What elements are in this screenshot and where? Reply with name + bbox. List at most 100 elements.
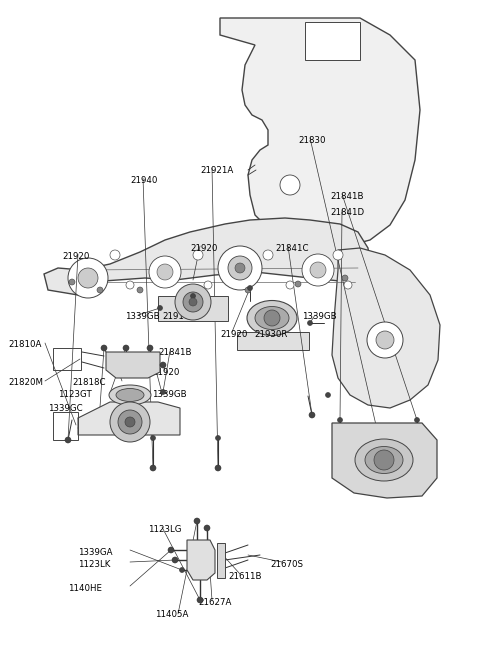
Text: 21920: 21920 xyxy=(220,330,247,339)
Circle shape xyxy=(193,250,203,260)
Text: 21820M: 21820M xyxy=(8,378,43,387)
Circle shape xyxy=(157,306,163,310)
Text: 21627A: 21627A xyxy=(198,598,231,607)
Circle shape xyxy=(235,263,245,273)
Ellipse shape xyxy=(355,439,413,481)
Text: 21920: 21920 xyxy=(152,368,180,377)
Circle shape xyxy=(376,331,394,349)
Text: 21841B: 21841B xyxy=(158,348,192,357)
Text: 21940: 21940 xyxy=(130,176,157,185)
Text: 21818C: 21818C xyxy=(72,378,106,387)
Circle shape xyxy=(344,281,352,289)
Circle shape xyxy=(137,287,143,293)
Polygon shape xyxy=(187,540,215,580)
Ellipse shape xyxy=(365,447,403,474)
Polygon shape xyxy=(220,18,420,248)
Circle shape xyxy=(180,567,184,573)
Circle shape xyxy=(172,557,178,563)
Circle shape xyxy=(337,417,343,422)
Text: 1339GB: 1339GB xyxy=(125,312,160,321)
Polygon shape xyxy=(78,402,180,435)
Text: 21611B: 21611B xyxy=(228,572,262,581)
Circle shape xyxy=(325,392,331,398)
Circle shape xyxy=(175,284,211,320)
Circle shape xyxy=(216,436,220,440)
Text: 21810A: 21810A xyxy=(8,340,41,349)
Circle shape xyxy=(215,465,221,471)
Text: 21910B: 21910B xyxy=(162,312,195,321)
Circle shape xyxy=(367,322,403,358)
Bar xyxy=(237,332,309,350)
Text: 21841C: 21841C xyxy=(275,244,309,253)
Circle shape xyxy=(263,250,273,260)
Circle shape xyxy=(286,281,294,289)
Circle shape xyxy=(191,293,195,298)
Circle shape xyxy=(150,465,156,471)
Polygon shape xyxy=(106,352,160,378)
Circle shape xyxy=(248,285,252,291)
Circle shape xyxy=(204,525,210,531)
Circle shape xyxy=(245,287,251,293)
Circle shape xyxy=(157,264,173,280)
Text: 21921A: 21921A xyxy=(200,166,233,175)
Circle shape xyxy=(69,279,75,285)
Circle shape xyxy=(204,281,212,289)
Circle shape xyxy=(68,258,108,298)
Circle shape xyxy=(65,437,71,443)
Text: 11405A: 11405A xyxy=(155,610,188,619)
Bar xyxy=(53,412,78,440)
Circle shape xyxy=(197,287,203,293)
Bar xyxy=(158,296,228,321)
Circle shape xyxy=(160,390,166,394)
Circle shape xyxy=(78,268,98,288)
Circle shape xyxy=(97,287,103,293)
Text: 1339GB: 1339GB xyxy=(302,312,336,321)
Circle shape xyxy=(125,417,135,427)
Polygon shape xyxy=(44,218,370,295)
Circle shape xyxy=(280,175,300,195)
Circle shape xyxy=(295,281,301,287)
Circle shape xyxy=(147,345,153,351)
Text: 1140HE: 1140HE xyxy=(68,584,102,593)
Text: 21920: 21920 xyxy=(62,252,89,261)
Circle shape xyxy=(342,275,348,281)
Circle shape xyxy=(264,310,280,326)
Text: 1339GB: 1339GB xyxy=(152,390,187,399)
Text: 21830: 21830 xyxy=(298,136,325,145)
Circle shape xyxy=(110,250,120,260)
Text: 21930R: 21930R xyxy=(254,330,288,339)
Ellipse shape xyxy=(255,306,289,329)
Circle shape xyxy=(183,292,203,312)
Text: 1123GT: 1123GT xyxy=(58,390,92,399)
Circle shape xyxy=(218,246,262,290)
Bar xyxy=(305,22,360,60)
Circle shape xyxy=(228,256,252,280)
Text: 1339GA: 1339GA xyxy=(78,548,112,557)
Circle shape xyxy=(302,254,334,286)
Circle shape xyxy=(118,410,142,434)
Polygon shape xyxy=(332,423,437,498)
Circle shape xyxy=(189,298,197,306)
Ellipse shape xyxy=(247,300,297,335)
Circle shape xyxy=(168,547,174,553)
Circle shape xyxy=(415,417,420,422)
Circle shape xyxy=(123,345,129,351)
Circle shape xyxy=(374,450,394,470)
Bar xyxy=(217,543,225,578)
Ellipse shape xyxy=(109,385,151,405)
Text: 1123LK: 1123LK xyxy=(78,560,110,569)
Text: 21841D: 21841D xyxy=(330,208,364,217)
Circle shape xyxy=(160,362,166,368)
Circle shape xyxy=(101,345,107,351)
Text: 1339GC: 1339GC xyxy=(48,404,83,413)
Circle shape xyxy=(308,321,312,325)
Circle shape xyxy=(194,518,200,524)
Polygon shape xyxy=(332,248,440,408)
Circle shape xyxy=(310,262,326,278)
Circle shape xyxy=(126,281,134,289)
Text: 1123LG: 1123LG xyxy=(148,525,181,534)
Ellipse shape xyxy=(116,388,144,401)
Text: 21670S: 21670S xyxy=(270,560,303,569)
Circle shape xyxy=(309,412,315,418)
Circle shape xyxy=(149,256,181,288)
